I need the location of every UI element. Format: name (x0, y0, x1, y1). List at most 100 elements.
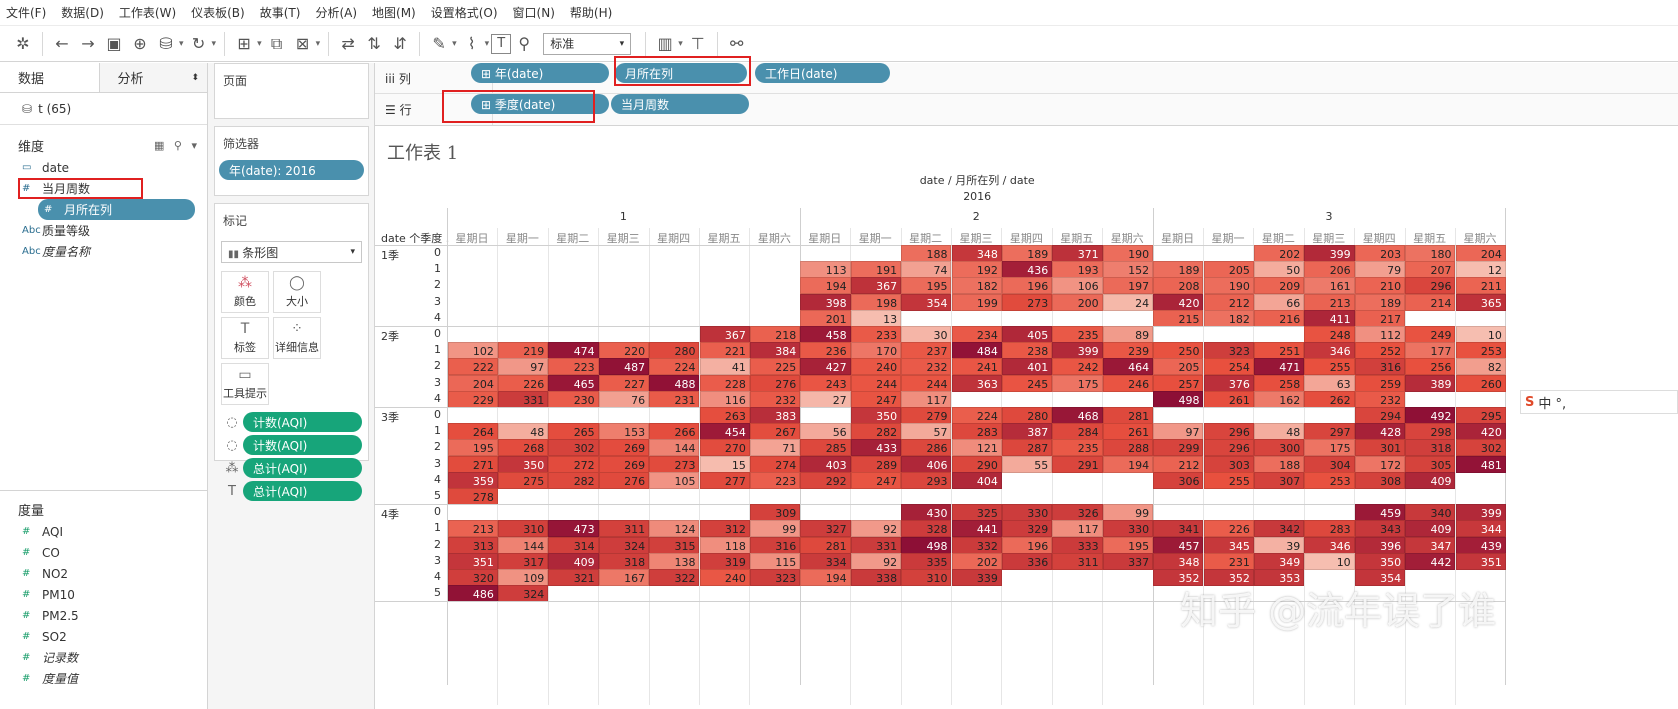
chevron-icon[interactable]: ⬍ (191, 72, 199, 83)
heatmap-cell[interactable]: 124 (649, 520, 700, 538)
heatmap-cell[interactable]: 220 (598, 342, 650, 360)
heatmap-cell[interactable]: 331 (850, 536, 902, 554)
heatmap-cell[interactable]: 217 (1354, 309, 1406, 327)
heatmap-cell[interactable]: 266 (649, 423, 700, 441)
heatmap-cell[interactable]: 235 (1052, 439, 1103, 457)
datasource-item[interactable]: ⛁ t (65) (0, 93, 207, 125)
heatmap-cell[interactable]: 459 (1354, 504, 1406, 522)
heatmap-cell[interactable]: 316 (749, 536, 801, 554)
heatmap-cell[interactable]: 225 (749, 358, 801, 376)
heatmap-cell[interactable]: 243 (800, 374, 851, 392)
heatmap-cell[interactable]: 191 (850, 261, 902, 279)
heatmap-cell[interactable]: 79 (1354, 261, 1406, 279)
heatmap-cell[interactable]: 247 (850, 471, 902, 489)
save-icon[interactable]: ▣ (106, 34, 122, 53)
heatmap-cell[interactable]: 396 (1354, 536, 1406, 554)
menu-item[interactable]: 分析(A) (315, 6, 358, 20)
heatmap-cell[interactable]: 13 (850, 309, 902, 327)
measure-field[interactable]: # 记录数 (0, 647, 208, 668)
clear-sheet-icon[interactable]: ⊠ (295, 34, 310, 53)
heatmap-cell[interactable]: 409 (1405, 471, 1456, 489)
heatmap-cell[interactable]: 144 (497, 536, 549, 554)
heatmap-cell[interactable]: 188 (901, 245, 952, 262)
heatmap-cell[interactable]: 76 (598, 390, 650, 408)
heatmap-cell[interactable]: 15 (699, 455, 750, 473)
heatmap-cell[interactable]: 252 (1354, 342, 1406, 360)
heatmap-cell[interactable]: 321 (548, 569, 599, 586)
heatmap-cell[interactable]: 284 (1052, 423, 1103, 441)
heatmap-cell[interactable]: 401 (1001, 358, 1053, 376)
heatmap-cell[interactable]: 200 (1052, 293, 1103, 311)
column-pill-month-col[interactable]: 月所在列 (615, 63, 747, 83)
heatmap-cell[interactable]: 269 (598, 439, 650, 457)
menu-item[interactable]: 仪表板(B) (191, 6, 245, 20)
heatmap-cell[interactable]: 213 (1304, 293, 1355, 311)
heatmap-cell[interactable]: 405 (1001, 326, 1053, 343)
heatmap-cell[interactable]: 283 (951, 423, 1002, 441)
menu-item[interactable]: 帮助(H) (569, 6, 613, 20)
swap-icon[interactable]: ⇄ (341, 34, 355, 53)
heatmap-cell[interactable]: 442 (1405, 552, 1456, 570)
heatmap-cell[interactable]: 342 (1253, 520, 1305, 538)
heatmap-cell[interactable]: 346 (1304, 536, 1355, 554)
view-list-icon[interactable]: ▦ (154, 138, 165, 152)
heatmap-cell[interactable]: 367 (850, 277, 902, 295)
heatmap-cell[interactable]: 291 (1052, 455, 1103, 473)
heatmap-cell[interactable]: 242 (1052, 358, 1103, 376)
heatmap-cell[interactable]: 301 (1354, 439, 1406, 457)
heatmap-cell[interactable]: 371 (1052, 245, 1103, 262)
heatmap-cell[interactable]: 263 (699, 407, 750, 424)
heatmap-cell[interactable]: 268 (497, 439, 549, 457)
measure-field[interactable]: # SO2 (0, 626, 208, 647)
heatmap-cell[interactable]: 180 (1405, 245, 1456, 262)
heatmap-cell[interactable]: 281 (1102, 407, 1154, 424)
heatmap-cell[interactable]: 112 (1354, 326, 1406, 343)
heatmap-cell[interactable]: 323 (1203, 342, 1254, 360)
heatmap-cell[interactable]: 153 (598, 423, 650, 441)
heatmap-cell[interactable]: 318 (598, 552, 650, 570)
heatmap-cell[interactable]: 245 (1001, 374, 1053, 392)
heatmap-cell[interactable]: 305 (1405, 455, 1456, 473)
mark-button-palette[interactable]: ⁂ 颜色 (221, 271, 269, 313)
attach-icon[interactable]: ⌇ (467, 34, 476, 53)
heatmap-cell[interactable]: 436 (1001, 261, 1053, 279)
heatmap-cell[interactable]: 219 (497, 342, 549, 360)
heatmap-cell[interactable]: 175 (1304, 439, 1355, 457)
heatmap-cell[interactable]: 211 (1455, 277, 1506, 295)
heatmap-cell[interactable]: 471 (1253, 358, 1305, 376)
heatmap-cell[interactable]: 286 (901, 439, 952, 457)
dropdown-arrow-icon[interactable]: ▾ (257, 38, 262, 49)
menu-item[interactable]: 设置格式(O) (430, 6, 498, 20)
heatmap-cell[interactable]: 182 (951, 277, 1002, 295)
heatmap-cell[interactable]: 195 (1102, 536, 1154, 554)
heatmap-cell[interactable]: 74 (901, 261, 952, 279)
heatmap-cell[interactable]: 249 (1405, 326, 1456, 343)
dimension-field[interactable]: Abc 质量等级 (0, 220, 207, 241)
heatmap-cell[interactable]: 244 (850, 374, 902, 392)
heatmap-cell[interactable]: 341 (1153, 520, 1204, 538)
dropdown-arrow-icon[interactable]: ▾ (179, 38, 184, 49)
sort-desc-icon[interactable]: ⇵ (393, 34, 407, 53)
heatmap-cell[interactable]: 226 (497, 374, 549, 392)
heatmap-cell[interactable]: 267 (749, 423, 801, 441)
heatmap-cell[interactable]: 313 (447, 536, 498, 554)
heatmap-cell[interactable]: 271 (447, 455, 498, 473)
show-labels-icon[interactable]: T (491, 33, 512, 54)
heatmap-cell[interactable]: 197 (1102, 277, 1154, 295)
menu-item[interactable]: 数据(D) (61, 6, 104, 20)
heatmap-cell[interactable]: 121 (951, 439, 1002, 457)
heatmap-cell[interactable]: 404 (951, 471, 1002, 489)
heatmap-cell[interactable]: 56 (800, 423, 851, 441)
heatmap-cell[interactable]: 205 (1203, 261, 1254, 279)
heatmap-cell[interactable]: 345 (1203, 536, 1254, 554)
heatmap-cell[interactable]: 350 (497, 455, 549, 473)
heatmap-cell[interactable]: 336 (1001, 552, 1053, 570)
heatmap-cell[interactable]: 474 (548, 342, 599, 360)
heatmap-cell[interactable]: 322 (649, 569, 700, 586)
heatmap-cell[interactable]: 307 (1253, 471, 1305, 489)
heatmap-cell[interactable]: 409 (1405, 520, 1456, 538)
heatmap-cell[interactable]: 117 (901, 390, 952, 408)
heatmap-cell[interactable]: 167 (598, 569, 650, 586)
heatmap-cell[interactable]: 170 (850, 342, 902, 360)
